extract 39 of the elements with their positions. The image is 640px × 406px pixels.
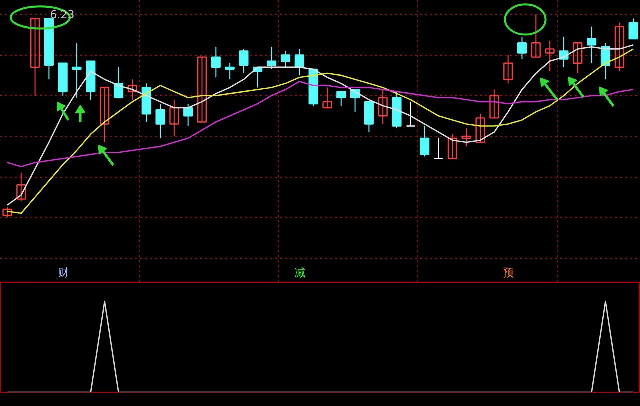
candlestick	[531, 14, 541, 58]
candlestick	[573, 42, 583, 74]
text: 减	[295, 266, 306, 280]
candlestick	[448, 134, 458, 160]
candlestick	[434, 138, 444, 160]
candlestick	[16, 172, 26, 202]
candlestick	[114, 66, 124, 98]
candlestick	[72, 42, 82, 98]
candlestick	[545, 40, 555, 72]
candlestick	[322, 87, 332, 109]
candlestick	[30, 18, 40, 96]
candlestick	[614, 22, 624, 72]
candlestick	[128, 79, 138, 100]
text: 财	[58, 266, 69, 280]
candlestick	[462, 128, 472, 148]
candlestick	[378, 89, 388, 125]
candlestick	[336, 91, 346, 106]
candlestick	[420, 126, 430, 158]
candlestick	[170, 99, 180, 137]
candlestick	[211, 46, 221, 78]
candlestick	[517, 36, 528, 60]
candlestick	[364, 101, 374, 133]
candlestick	[280, 50, 290, 68]
candlestick	[197, 56, 208, 123]
candlestick	[490, 89, 500, 119]
candlestick	[406, 101, 416, 127]
candlestick	[2, 206, 12, 218]
candlestick	[225, 62, 235, 80]
candlestick	[184, 103, 194, 127]
candlestick	[156, 103, 166, 139]
candlestick	[504, 54, 514, 84]
candlestick	[294, 48, 304, 76]
candlestick	[628, 18, 638, 40]
candlestick	[476, 114, 486, 144]
candlestick	[239, 48, 249, 74]
text: 预	[503, 266, 514, 280]
candlestick	[587, 26, 597, 64]
candlestick	[267, 46, 277, 70]
candlestick	[100, 87, 110, 144]
